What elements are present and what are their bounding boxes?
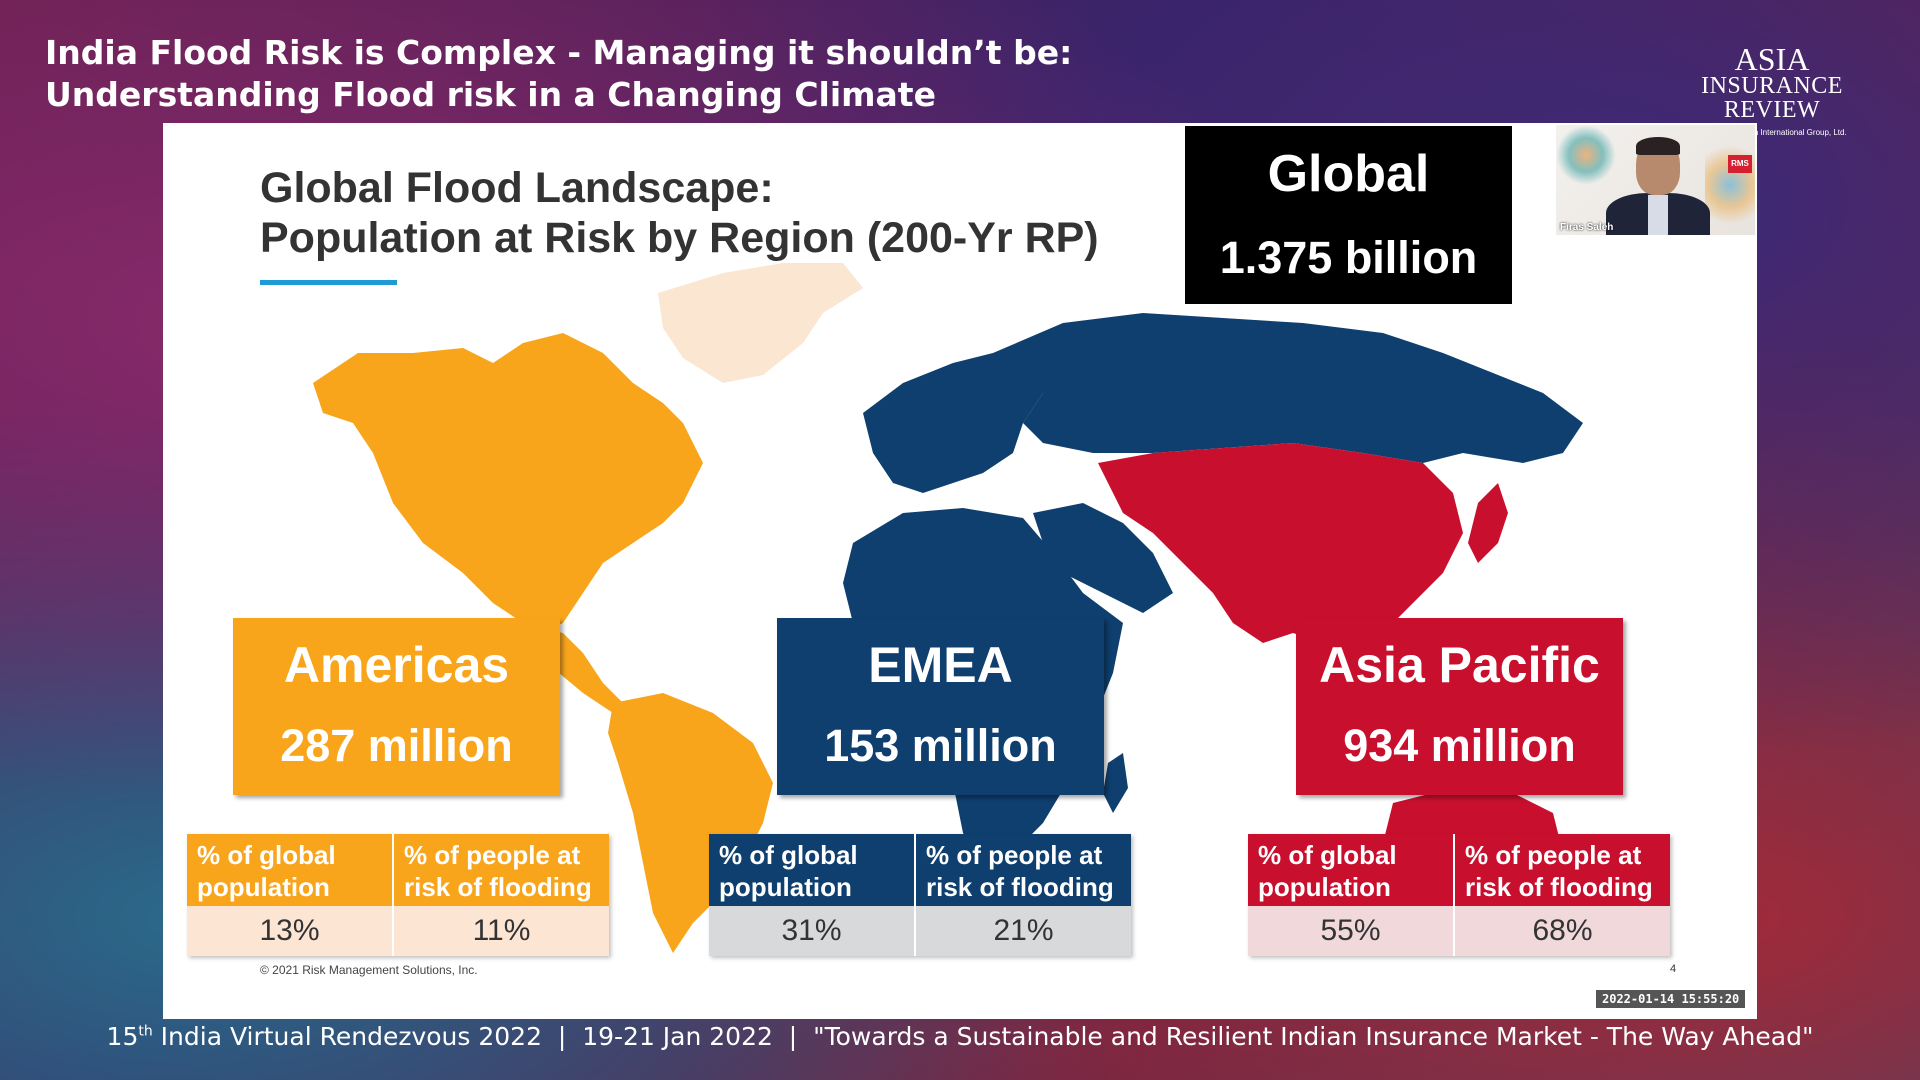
region-name-emea: EMEA (868, 637, 1013, 693)
footer-ordinal-suffix: th (138, 1023, 153, 1040)
global-total-box: Global 1.375 billion (1185, 126, 1512, 304)
stats-header-global: % of global population (719, 840, 858, 902)
global-label: Global (1267, 145, 1430, 203)
footer-ordinal-number: 15 (106, 1022, 139, 1051)
map-south-america (608, 693, 773, 953)
region-box-asia-pacific: Asia Pacific 934 million (1296, 618, 1623, 795)
speaker-name: Firas Saleh (1560, 222, 1614, 233)
region-value-americas: 287 million (280, 720, 513, 771)
map-asia (1098, 443, 1463, 663)
stats-value-row-emea: 31% 21% (709, 906, 1131, 956)
asia-insurance-review-logo: ASIA INSURANCE REVIEW Member: Beacon Int… (1672, 41, 1872, 137)
map-madagascar (1103, 753, 1128, 813)
map-middle-east (1033, 503, 1173, 613)
stats-header-global: % of global population (1258, 840, 1397, 902)
speaker-hair (1636, 137, 1680, 155)
slide-copyright: © 2021 Risk Management Solutions, Inc. (260, 963, 478, 977)
map-japan (1468, 483, 1508, 563)
stats-header-row-americas: % of global population % of people at ri… (187, 834, 609, 906)
webcam-decor-right (1705, 135, 1755, 235)
region-value-asia-pacific: 934 million (1343, 720, 1576, 771)
presentation-slide: Global Flood Landscape: Population at Ri… (163, 123, 1757, 1019)
map-europe (863, 353, 1043, 493)
stats-value-flooding: 11% (392, 906, 609, 956)
stats-value-flooding: 68% (1453, 906, 1670, 956)
stats-header-row-emea: % of global population % of people at ri… (709, 834, 1131, 906)
brand-line2: INSURANCE REVIEW (1701, 73, 1843, 123)
slide-title-line2: Population at Risk by Region (200-Yr RP) (260, 214, 1099, 262)
stats-value-row-americas: 13% 11% (187, 906, 609, 956)
slide-title: Global Flood Landscape: Population at Ri… (260, 163, 1099, 263)
title-underline (260, 280, 397, 285)
event-footer: 15th India Virtual Rendezvous 2022 | 19-… (0, 1022, 1920, 1051)
map-north-america (313, 333, 703, 633)
stats-table-asia-pacific: % of global population % of people at ri… (1248, 834, 1670, 956)
event-title-line2: Understanding Flood risk in a Changing C… (45, 75, 936, 114)
stats-table-americas: % of global population % of people at ri… (187, 834, 609, 956)
stats-header-flooding: % of people at risk of flooding (914, 834, 1131, 906)
region-box-americas: Americas 287 million (233, 618, 560, 795)
event-title-line1: India Flood Risk is Complex - Managing i… (45, 33, 1073, 72)
recording-timestamp: 2022-01-14 15:55:20 (1596, 990, 1746, 1008)
slide-page-number: 4 (1670, 963, 1677, 975)
region-name-americas: Americas (283, 637, 510, 693)
region-value-emea: 153 million (824, 720, 1057, 771)
stats-value-flooding: 21% (914, 906, 1131, 956)
brand-line1: ASIA (1734, 41, 1810, 77)
speaker-shirt (1648, 195, 1668, 235)
stats-value-row-asia-pacific: 55% 68% (1248, 906, 1670, 956)
stats-value-global: 31% (781, 914, 842, 947)
brand-line3: Member: Beacon International Group, Ltd. (1697, 128, 1847, 137)
event-title: India Flood Risk is Complex - Managing i… (45, 32, 1072, 116)
map-greenland (658, 263, 863, 383)
stats-header-flooding: % of people at risk of flooding (1453, 834, 1670, 906)
slide-title-line1: Global Flood Landscape: (260, 164, 774, 212)
stats-value-global: 55% (1320, 914, 1381, 947)
footer-text: India Virtual Rendezvous 2022 | 19-21 Ja… (152, 1022, 1814, 1051)
stats-header-row-asia-pacific: % of global population % of people at ri… (1248, 834, 1670, 906)
webcam-decor-left (1556, 125, 1616, 185)
speaker-webcam: RMS Firas Saleh (1556, 125, 1755, 235)
rms-logo: RMS (1728, 155, 1752, 173)
stats-table-emea: % of global population % of people at ri… (709, 834, 1131, 956)
region-name-asia-pacific: Asia Pacific (1319, 637, 1600, 693)
stats-header-global: % of global population (197, 840, 336, 902)
stats-header-flooding: % of people at risk of flooding (392, 834, 609, 906)
stats-value-global: 13% (259, 914, 320, 947)
region-box-emea: EMEA 153 million (777, 618, 1104, 795)
global-value: 1.375 billion (1219, 232, 1478, 283)
map-russia (993, 313, 1583, 463)
